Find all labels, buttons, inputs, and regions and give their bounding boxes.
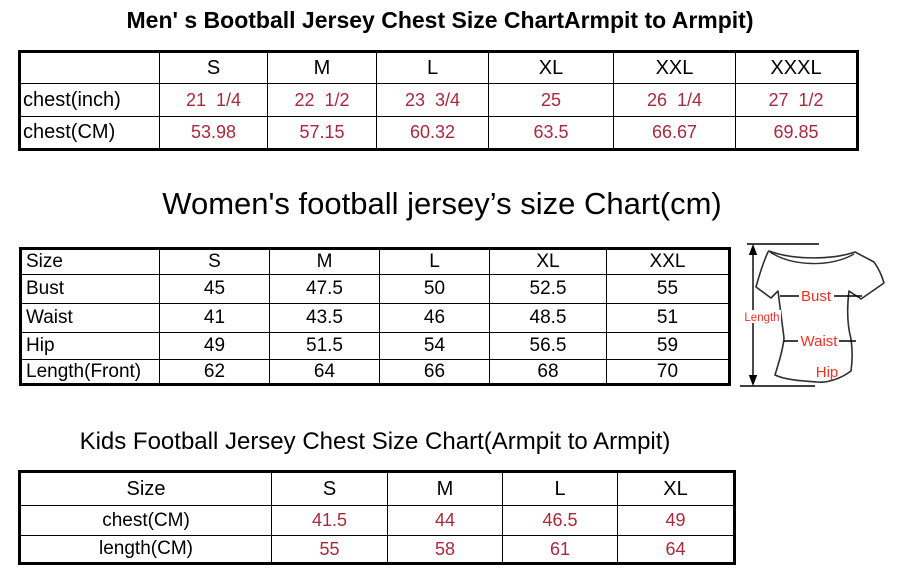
men-col-header-l: L bbox=[376, 51, 489, 84]
kids-chest-xl: 49 bbox=[617, 505, 735, 536]
kids-col-header-l: L bbox=[502, 471, 618, 506]
women-length-xl: 68 bbox=[489, 359, 607, 385]
women-size-table: Size S M L XL XXL Bust 45 47.5 50 52.5 5… bbox=[19, 247, 731, 386]
women-hip-m: 51.5 bbox=[269, 332, 380, 360]
tshirt-measurement-diagram: Length Bust Waist Hip bbox=[740, 243, 885, 387]
women-col-header-xl: XL bbox=[489, 248, 607, 275]
women-bust-xxl: 55 bbox=[606, 274, 730, 304]
women-bust-row: Bust 45 47.5 50 52.5 55 bbox=[20, 274, 730, 304]
women-waist-s: 41 bbox=[159, 303, 270, 333]
women-waist-xl: 48.5 bbox=[489, 303, 607, 333]
kids-size-table: Size S M L XL chest(CM) 41.5 44 46.5 49 … bbox=[18, 470, 736, 565]
kids-col-header-xl: XL bbox=[617, 471, 735, 506]
length-label-backing bbox=[743, 310, 781, 323]
diagram-bust-label: Bust bbox=[801, 288, 832, 305]
women-table-header-row: Size S M L XL XXL bbox=[20, 248, 730, 275]
kids-length-l: 61 bbox=[502, 535, 618, 564]
kids-row-label-chest-cm: chest(CM) bbox=[19, 505, 272, 536]
men-chest-cm-xxl: 66.67 bbox=[613, 116, 736, 150]
men-chest-inch-s: 21 1/4 bbox=[159, 83, 268, 117]
tshirt-collar-inner-line bbox=[769, 251, 855, 265]
men-chest-cm-xxxl: 69.85 bbox=[735, 116, 858, 150]
women-row-label-hip: Hip bbox=[20, 332, 160, 360]
women-chart-title: Women's football jersey’s size Chart(cm) bbox=[162, 186, 722, 221]
women-row-label-waist: Waist bbox=[20, 303, 160, 333]
women-bust-xl: 52.5 bbox=[489, 274, 607, 304]
kids-chest-l: 46.5 bbox=[502, 505, 618, 536]
women-waist-l: 46 bbox=[379, 303, 490, 333]
women-row-label-bust: Bust bbox=[20, 274, 160, 304]
women-col-header-xxl: XXL bbox=[606, 248, 730, 275]
kids-row-label-length-cm: length(CM) bbox=[19, 535, 272, 564]
men-row-label-chest-inch: chest(inch) bbox=[19, 83, 160, 117]
kids-length-s: 55 bbox=[271, 535, 388, 564]
women-waist-m: 43.5 bbox=[269, 303, 380, 333]
kids-col-header-s: S bbox=[271, 471, 388, 506]
women-hip-xxl: 59 bbox=[606, 332, 730, 360]
men-chest-inch-l: 23 3/4 bbox=[376, 83, 489, 117]
men-chest-cm-xl: 63.5 bbox=[488, 116, 614, 150]
men-row-label-chest-cm: chest(CM) bbox=[19, 116, 160, 150]
women-bust-s: 45 bbox=[159, 274, 270, 304]
women-hip-row: Hip 49 51.5 54 56.5 59 bbox=[20, 332, 730, 360]
kids-table-header-row: Size S M L XL bbox=[19, 471, 735, 506]
women-col-header-m: M bbox=[269, 248, 380, 275]
kids-header-size-label: Size bbox=[19, 471, 272, 506]
men-chest-inch-row: chest(inch) 21 1/4 22 1/2 23 3/4 25 26 1… bbox=[19, 83, 858, 117]
length-arrow-down-icon bbox=[748, 375, 758, 386]
diagram-waist-label: Waist bbox=[801, 333, 839, 350]
men-chest-cm-s: 53.98 bbox=[159, 116, 268, 150]
women-row-label-length-front: Length(Front) bbox=[20, 359, 160, 385]
length-arrow-up-icon bbox=[748, 244, 758, 255]
women-hip-s: 49 bbox=[159, 332, 270, 360]
men-chest-cm-l: 60.32 bbox=[376, 116, 489, 150]
men-col-header-m: M bbox=[267, 51, 377, 84]
men-chest-inch-m: 22 1/2 bbox=[267, 83, 377, 117]
women-waist-xxl: 51 bbox=[606, 303, 730, 333]
women-hip-xl: 56.5 bbox=[489, 332, 607, 360]
women-length-l: 66 bbox=[379, 359, 490, 385]
men-chest-cm-m: 57.15 bbox=[267, 116, 377, 150]
kids-chest-row: chest(CM) 41.5 44 46.5 49 bbox=[19, 505, 735, 536]
women-bust-l: 50 bbox=[379, 274, 490, 304]
diagram-hip-label: Hip bbox=[816, 364, 839, 381]
men-table-corner-cell bbox=[19, 51, 160, 84]
women-length-m: 64 bbox=[269, 359, 380, 385]
women-hip-l: 54 bbox=[379, 332, 490, 360]
women-bust-m: 47.5 bbox=[269, 274, 380, 304]
men-col-header-xl: XL bbox=[488, 51, 614, 84]
men-chart-title: Men' s Bootball Jersey Chest Size ChartA… bbox=[126, 7, 754, 33]
men-chest-inch-xxl: 26 1/4 bbox=[613, 83, 736, 117]
women-length-row: Length(Front) 62 64 66 68 70 bbox=[20, 359, 730, 385]
men-chest-inch-xl: 25 bbox=[488, 83, 614, 117]
women-length-xxl: 70 bbox=[606, 359, 730, 385]
men-table-header-row: S M L XL XXL XXXL bbox=[19, 51, 858, 84]
women-length-s: 62 bbox=[159, 359, 270, 385]
men-chest-cm-row: chest(CM) 53.98 57.15 60.32 63.5 66.67 6… bbox=[19, 116, 858, 150]
men-col-header-s: S bbox=[159, 51, 268, 84]
kids-chest-s: 41.5 bbox=[271, 505, 388, 536]
kids-chest-m: 44 bbox=[387, 505, 503, 536]
kids-length-xl: 64 bbox=[617, 535, 735, 564]
men-col-header-xxl: XXL bbox=[613, 51, 736, 84]
kids-col-header-m: M bbox=[387, 471, 503, 506]
women-waist-row: Waist 41 43.5 46 48.5 51 bbox=[20, 303, 730, 333]
kids-length-row: length(CM) 55 58 61 64 bbox=[19, 535, 735, 564]
men-size-table: S M L XL XXL XXXL chest(inch) 21 1/4 22 … bbox=[18, 50, 859, 151]
kids-chart-title: Kids Football Jersey Chest Size Chart(Ar… bbox=[79, 428, 671, 455]
women-col-header-l: L bbox=[379, 248, 490, 275]
men-col-header-xxxl: XXXL bbox=[735, 51, 858, 84]
women-header-size-label: Size bbox=[20, 248, 160, 275]
kids-length-m: 58 bbox=[387, 535, 503, 564]
diagram-length-label: Length bbox=[744, 312, 779, 324]
men-chest-inch-xxxl: 27 1/2 bbox=[735, 83, 858, 117]
women-col-header-s: S bbox=[159, 248, 270, 275]
